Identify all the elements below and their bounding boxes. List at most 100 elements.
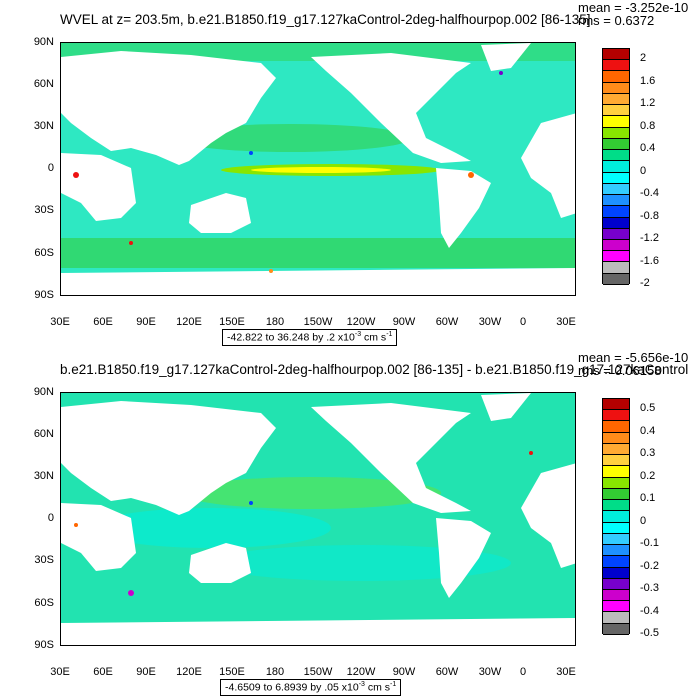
bottom-south-pacific-pattern (211, 545, 511, 581)
top-lon-label: 30E (556, 316, 576, 328)
bottom-australia (189, 543, 251, 583)
colorbar-label: -0.8 (640, 209, 659, 222)
bottom-lat-label: 30S (34, 554, 54, 566)
top-arctic-spot (499, 71, 503, 75)
top-south-america (436, 168, 491, 248)
top-greenland (481, 43, 531, 71)
colorbar-swatch (603, 589, 629, 602)
bottom-lon-label: 90W (392, 666, 416, 678)
colorbar-swatch (603, 432, 629, 444)
colorbar-swatch (603, 567, 629, 579)
colorbar-swatch (603, 251, 629, 263)
top-lon-label: 120W (346, 316, 376, 328)
bottom-lon-label: 60E (93, 666, 113, 678)
colorbar-swatch (603, 410, 629, 422)
top-lon-label: 0 (519, 316, 527, 328)
colorbar-swatch (603, 116, 629, 128)
bottom-africa-east (61, 503, 136, 571)
top-lon-label: 150E (219, 316, 245, 328)
colorbar-swatch (603, 228, 629, 240)
top-panel: WVEL at z= 203.5m, b.e21.B1850.f19_g17.1… (33, 0, 689, 346)
bottom-rms-label: rms = 0.06158 (578, 363, 662, 378)
bottom-lat-label: 30N (33, 470, 54, 482)
top-equatorial-peak (251, 167, 391, 173)
colorbar-swatch (603, 273, 629, 285)
colorbar-label: 0.5 (640, 402, 656, 415)
top-australia (189, 193, 251, 233)
colorbar-swatch (603, 500, 629, 512)
top-mean-label: mean = -3.252e-10 (578, 0, 689, 15)
top-eurasia (61, 51, 276, 165)
bottom-antarctica (61, 618, 575, 645)
colorbar-swatch (603, 138, 629, 151)
top-africa-west (521, 113, 575, 218)
colorbar-swatch (603, 49, 629, 61)
colorbar-label: 0 (640, 514, 647, 527)
colorbar-label: 0 (640, 164, 647, 177)
bottom-map-svg (61, 393, 575, 645)
colorbar-label: -1.2 (640, 232, 659, 245)
colorbar-label: 0.4 (640, 142, 656, 155)
bottom-ridge-spot-1 (128, 590, 134, 596)
bottom-colorbar (602, 398, 630, 635)
bottom-lat-label: 60N (33, 428, 54, 440)
colorbar-swatch (603, 511, 629, 523)
top-lat-label: 0 (47, 162, 54, 174)
colorbar-label: -2 (640, 277, 650, 289)
bottom-lon-label: 180 (265, 666, 285, 678)
colorbar-swatch (603, 161, 629, 173)
colorbar-label: -0.2 (640, 559, 659, 572)
colorbar-label: 2 (640, 52, 647, 65)
top-land-masses (61, 43, 575, 295)
colorbar-swatch (603, 93, 629, 106)
colorbar-label: 0.3 (640, 447, 656, 460)
bottom-lat-label: 90S (34, 639, 54, 651)
top-rms-label: rms = 0.6372 (578, 13, 655, 28)
colorbar-label: -0.1 (640, 537, 659, 550)
top-southern-ocean-band (61, 238, 575, 268)
colorbar-swatch (603, 533, 629, 546)
top-lon-label: 60W (435, 316, 459, 328)
top-lon-label: 150W (303, 316, 333, 328)
colorbar-swatch (603, 623, 629, 635)
top-north-pacific-band (171, 124, 411, 152)
colorbar-swatch (603, 206, 629, 218)
top-coastal-upwelling-1 (73, 172, 79, 178)
colorbar-swatch (603, 545, 629, 557)
bottom-lat-label: 60S (34, 597, 54, 609)
bottom-lon-label: 30W (478, 666, 502, 678)
colorbar-swatch (603, 477, 629, 489)
bottom-eurasia (61, 401, 276, 515)
top-lat-label: 30S (34, 204, 54, 216)
colorbar-swatch (603, 578, 629, 590)
bottom-lon-label: 0 (519, 666, 527, 678)
colorbar-swatch (603, 71, 629, 83)
top-lon-label: 180 (265, 316, 285, 328)
colorbar-swatch (603, 150, 629, 162)
top-lat-label: 90S (34, 289, 54, 301)
bottom-land-masses (61, 393, 575, 645)
bottom-lon-label: 30E (50, 666, 70, 678)
colorbar-label: 0.1 (640, 492, 656, 505)
colorbar-swatch (603, 262, 629, 274)
top-lon-label: 120E (176, 316, 202, 328)
top-lon-label: 30E (50, 316, 70, 328)
colorbar-swatch (603, 556, 629, 568)
top-lon-label: 90W (392, 316, 416, 328)
colorbar-label: 1.6 (640, 74, 656, 87)
bottom-lon-label: 60W (435, 666, 459, 678)
top-lat-label: 90N (33, 36, 54, 48)
bottom-range-label: -4.6509 to 6.8939 by .05 x10-3 cm s-1 (220, 679, 402, 696)
top-map-plot (60, 42, 576, 296)
colorbar-swatch (603, 399, 629, 411)
colorbar-swatch (603, 217, 629, 229)
colorbar-label: 0.8 (640, 119, 656, 132)
top-ridge-spot-2 (269, 269, 273, 273)
top-map-svg (61, 43, 575, 295)
colorbar-label: -0.3 (640, 582, 659, 595)
bottom-coastal-spot-1 (74, 523, 78, 527)
top-panel-title: WVEL at z= 203.5m, b.e21.B1850.f19_g17.1… (60, 12, 591, 27)
top-lon-label: 90E (136, 316, 156, 328)
bottom-mean-label: mean = -5.656e-10 (578, 350, 689, 365)
colorbar-swatch (603, 127, 629, 139)
